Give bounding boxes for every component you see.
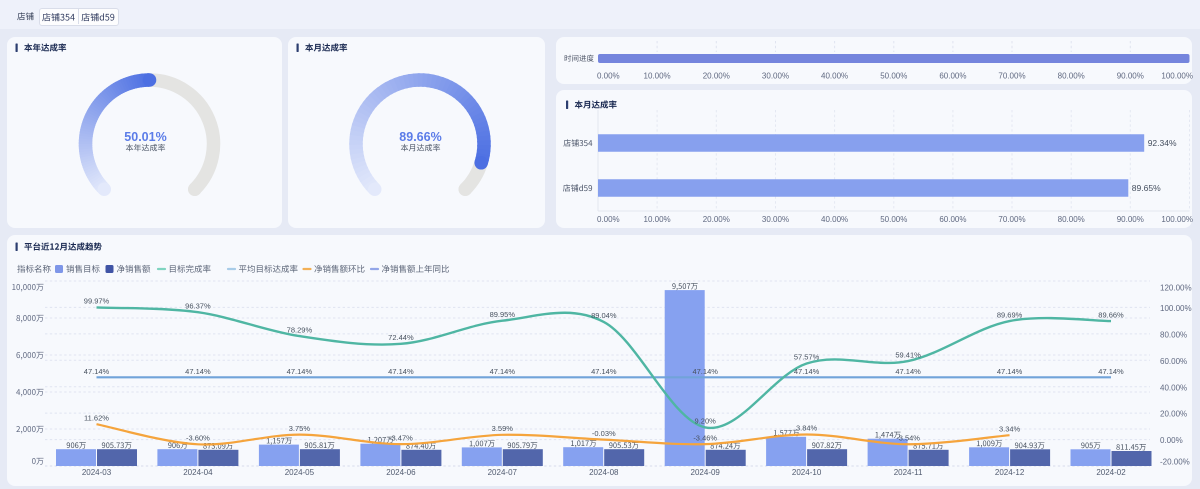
svg-text:99.97%: 99.97% — [84, 297, 110, 306]
svg-text:3.34%: 3.34% — [999, 424, 1021, 433]
svg-text:89.65%: 89.65% — [1132, 183, 1161, 193]
svg-text:2024-02: 2024-02 — [1096, 468, 1126, 477]
svg-text:9.20%: 9.20% — [695, 417, 717, 426]
svg-text:40.00%: 40.00% — [821, 72, 848, 81]
svg-text:47.14%: 47.14% — [1098, 367, 1124, 376]
svg-text:47.14%: 47.14% — [895, 367, 921, 376]
svg-text:80.00%: 80.00% — [1058, 215, 1085, 224]
svg-text:47.14%: 47.14% — [185, 367, 211, 376]
svg-text:2024-12: 2024-12 — [995, 468, 1025, 477]
svg-text:3.59%: 3.59% — [492, 424, 514, 433]
svg-text:78.29%: 78.29% — [287, 325, 313, 334]
svg-text:30.00%: 30.00% — [762, 215, 789, 224]
svg-text:30.00%: 30.00% — [762, 72, 789, 81]
svg-text:60.00%: 60.00% — [1160, 357, 1187, 366]
svg-text:59.41%: 59.41% — [895, 350, 921, 359]
svg-text:2024-09: 2024-09 — [691, 468, 721, 477]
svg-text:47.14%: 47.14% — [794, 367, 820, 376]
svg-text:0.00%: 0.00% — [597, 215, 620, 224]
svg-text:47.14%: 47.14% — [997, 367, 1023, 376]
svg-text:89.69%: 89.69% — [997, 310, 1023, 319]
svg-text:100.00%: 100.00% — [1161, 215, 1193, 224]
svg-text:2024-05: 2024-05 — [285, 468, 315, 477]
svg-text:47.14%: 47.14% — [692, 367, 718, 376]
svg-text:2024-03: 2024-03 — [82, 468, 112, 477]
svg-text:-0.03%: -0.03% — [592, 429, 616, 438]
svg-text:60.00%: 60.00% — [939, 72, 966, 81]
svg-text:2024-04: 2024-04 — [183, 468, 213, 477]
svg-text:89.95%: 89.95% — [490, 310, 516, 319]
svg-text:2024-08: 2024-08 — [589, 468, 619, 477]
svg-text:0.00%: 0.00% — [597, 72, 620, 81]
svg-text:92.34%: 92.34% — [1148, 138, 1177, 148]
svg-text:60.00%: 60.00% — [939, 215, 966, 224]
svg-text:89.66%: 89.66% — [399, 130, 441, 144]
svg-text:40.00%: 40.00% — [821, 215, 848, 224]
svg-text:50.01%: 50.01% — [124, 130, 166, 144]
svg-text:3.75%: 3.75% — [289, 424, 311, 433]
svg-text:80.00%: 80.00% — [1160, 331, 1187, 340]
svg-text:2024-11: 2024-11 — [894, 468, 923, 477]
svg-text:20.00%: 20.00% — [703, 72, 730, 81]
svg-text:47.14%: 47.14% — [388, 367, 414, 376]
svg-text:90.00%: 90.00% — [1117, 215, 1144, 224]
svg-text:2024-07: 2024-07 — [488, 468, 518, 477]
svg-text:90.00%: 90.00% — [1117, 72, 1144, 81]
svg-text:10.00%: 10.00% — [644, 215, 671, 224]
svg-text:2024-06: 2024-06 — [386, 468, 416, 477]
svg-text:96.37%: 96.37% — [185, 301, 211, 310]
svg-text:100.00%: 100.00% — [1161, 72, 1193, 81]
svg-text:47.14%: 47.14% — [287, 367, 313, 376]
svg-text:80.00%: 80.00% — [1058, 72, 1085, 81]
svg-text:-3.60%: -3.60% — [186, 434, 210, 443]
svg-text:40.00%: 40.00% — [1160, 383, 1187, 392]
svg-text:57.57%: 57.57% — [794, 353, 820, 362]
svg-text:50.00%: 50.00% — [880, 72, 907, 81]
svg-text:20.00%: 20.00% — [703, 215, 730, 224]
svg-text:47.14%: 47.14% — [84, 367, 110, 376]
svg-text:47.14%: 47.14% — [591, 367, 617, 376]
svg-text:2024-10: 2024-10 — [792, 468, 822, 477]
svg-text:-3.47%: -3.47% — [389, 433, 413, 442]
svg-text:20.00%: 20.00% — [1160, 410, 1187, 419]
svg-text:100.00%: 100.00% — [1160, 304, 1192, 313]
svg-text:70.00%: 70.00% — [998, 72, 1025, 81]
svg-text:-20.00%: -20.00% — [1160, 458, 1190, 467]
svg-text:120.00%: 120.00% — [1160, 284, 1192, 293]
svg-text:3.84%: 3.84% — [796, 424, 818, 433]
svg-text:72.44%: 72.44% — [388, 333, 414, 342]
svg-text:50.00%: 50.00% — [880, 215, 907, 224]
svg-text:0.00%: 0.00% — [1160, 436, 1183, 445]
svg-text:89.04%: 89.04% — [591, 311, 617, 320]
svg-text:11.62%: 11.62% — [84, 413, 109, 422]
svg-text:-3.54%: -3.54% — [896, 433, 920, 442]
svg-text:47.14%: 47.14% — [490, 367, 516, 376]
svg-text:10.00%: 10.00% — [644, 72, 671, 81]
svg-text:89.66%: 89.66% — [1098, 310, 1124, 319]
svg-text:-3.46%: -3.46% — [693, 433, 717, 442]
svg-text:70.00%: 70.00% — [998, 215, 1025, 224]
